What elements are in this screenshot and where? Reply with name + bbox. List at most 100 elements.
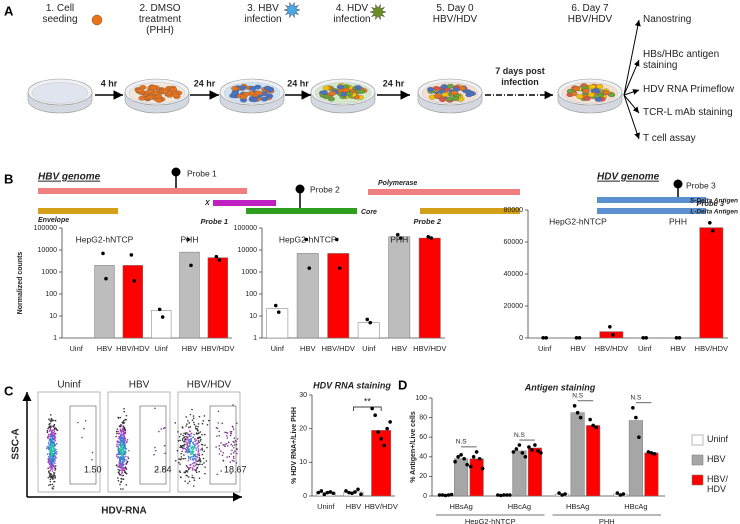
flow-event <box>189 456 192 459</box>
interval-label: 24 hr <box>194 78 216 88</box>
flow-event <box>201 463 203 466</box>
flow-event <box>190 437 192 440</box>
flow-title: Uninf <box>57 380 81 391</box>
flow-event <box>116 428 119 430</box>
flow-event <box>232 446 235 449</box>
flow-event <box>236 438 239 440</box>
bar <box>699 227 724 339</box>
data-point <box>189 263 193 268</box>
flow-event <box>189 453 192 455</box>
flow-event <box>204 466 206 468</box>
flow-event <box>233 437 236 439</box>
y-tick-label: 20 <box>299 426 307 433</box>
flow-event <box>186 451 189 454</box>
flow-event <box>52 458 54 461</box>
flow-event <box>51 419 54 422</box>
flow-event <box>189 464 192 466</box>
flow-event <box>177 440 180 442</box>
flow-event <box>221 454 224 457</box>
flow-event <box>54 419 57 422</box>
cell <box>346 91 354 96</box>
flow-event <box>50 434 53 437</box>
cell <box>161 88 169 94</box>
flow-event <box>48 466 51 468</box>
flow-event <box>48 425 51 428</box>
flow-event <box>203 462 205 464</box>
flow-event <box>195 425 197 428</box>
flow-event <box>198 441 200 444</box>
x-tick-label: Uinf <box>271 344 285 353</box>
y-tick-label: 100000 <box>234 225 257 232</box>
x-tick-label: HBV <box>670 344 685 353</box>
flow-event <box>158 430 160 433</box>
flow-event <box>187 439 190 441</box>
cell <box>231 90 239 96</box>
flow-event <box>197 460 200 462</box>
flow-event <box>49 428 52 431</box>
flow-event <box>218 430 220 433</box>
panel-label: A <box>4 3 14 18</box>
x-tick-label: Uinf <box>538 344 552 353</box>
flow-event <box>51 478 54 480</box>
flow-event <box>180 446 183 448</box>
flow-event <box>231 425 234 428</box>
flow-event <box>232 455 235 458</box>
cell <box>427 87 435 92</box>
flow-event <box>230 432 232 435</box>
data-point <box>398 236 403 240</box>
chart-title: Probe 1 <box>200 217 228 226</box>
flow-event <box>51 441 54 444</box>
flow-event <box>120 481 122 484</box>
cell <box>446 83 455 89</box>
flow-event <box>197 449 200 452</box>
flow-event <box>123 432 125 435</box>
flow-event <box>192 485 195 487</box>
flow-event <box>122 488 124 490</box>
flow-event <box>193 443 195 445</box>
flow-event <box>184 480 186 482</box>
data-point <box>618 493 623 497</box>
cell <box>450 90 458 96</box>
flow-event <box>188 434 191 437</box>
flow-event <box>120 450 122 453</box>
flow-event <box>229 461 232 463</box>
flow-event <box>51 487 54 489</box>
flow-event <box>55 448 57 451</box>
flow-event <box>115 435 117 438</box>
flow-event <box>181 439 184 441</box>
flow-event <box>179 471 182 474</box>
flow-event <box>226 445 229 447</box>
bar <box>512 450 527 497</box>
cell <box>439 97 447 102</box>
flow-event <box>119 456 122 458</box>
flow-event <box>194 438 196 441</box>
flow-event <box>126 460 129 463</box>
flow-event <box>196 453 199 456</box>
bar <box>388 236 411 339</box>
flow-event <box>54 462 56 465</box>
flow-event <box>222 443 225 446</box>
flow-event <box>49 480 52 483</box>
flow-event <box>181 427 184 429</box>
flow-event <box>232 428 235 431</box>
flow-event <box>125 448 128 450</box>
flow-event <box>226 437 229 439</box>
data-point <box>514 447 519 451</box>
flow-event <box>84 420 87 422</box>
flow-event <box>198 454 201 457</box>
data-point <box>517 443 522 447</box>
flow-event <box>182 457 185 460</box>
cell <box>172 92 180 98</box>
flow-event <box>119 441 121 444</box>
flow-event <box>187 455 190 458</box>
flow-event <box>197 444 200 447</box>
flow-event <box>49 483 52 486</box>
flow-event <box>49 476 52 479</box>
flow-event <box>186 475 189 477</box>
legend-swatch <box>691 474 704 486</box>
y-tick-label: 20 <box>419 473 427 480</box>
flow-event <box>201 447 203 450</box>
flow-event <box>49 414 52 416</box>
flow-x-label: HDV-RNA <box>101 506 147 517</box>
flow-event <box>191 462 194 465</box>
